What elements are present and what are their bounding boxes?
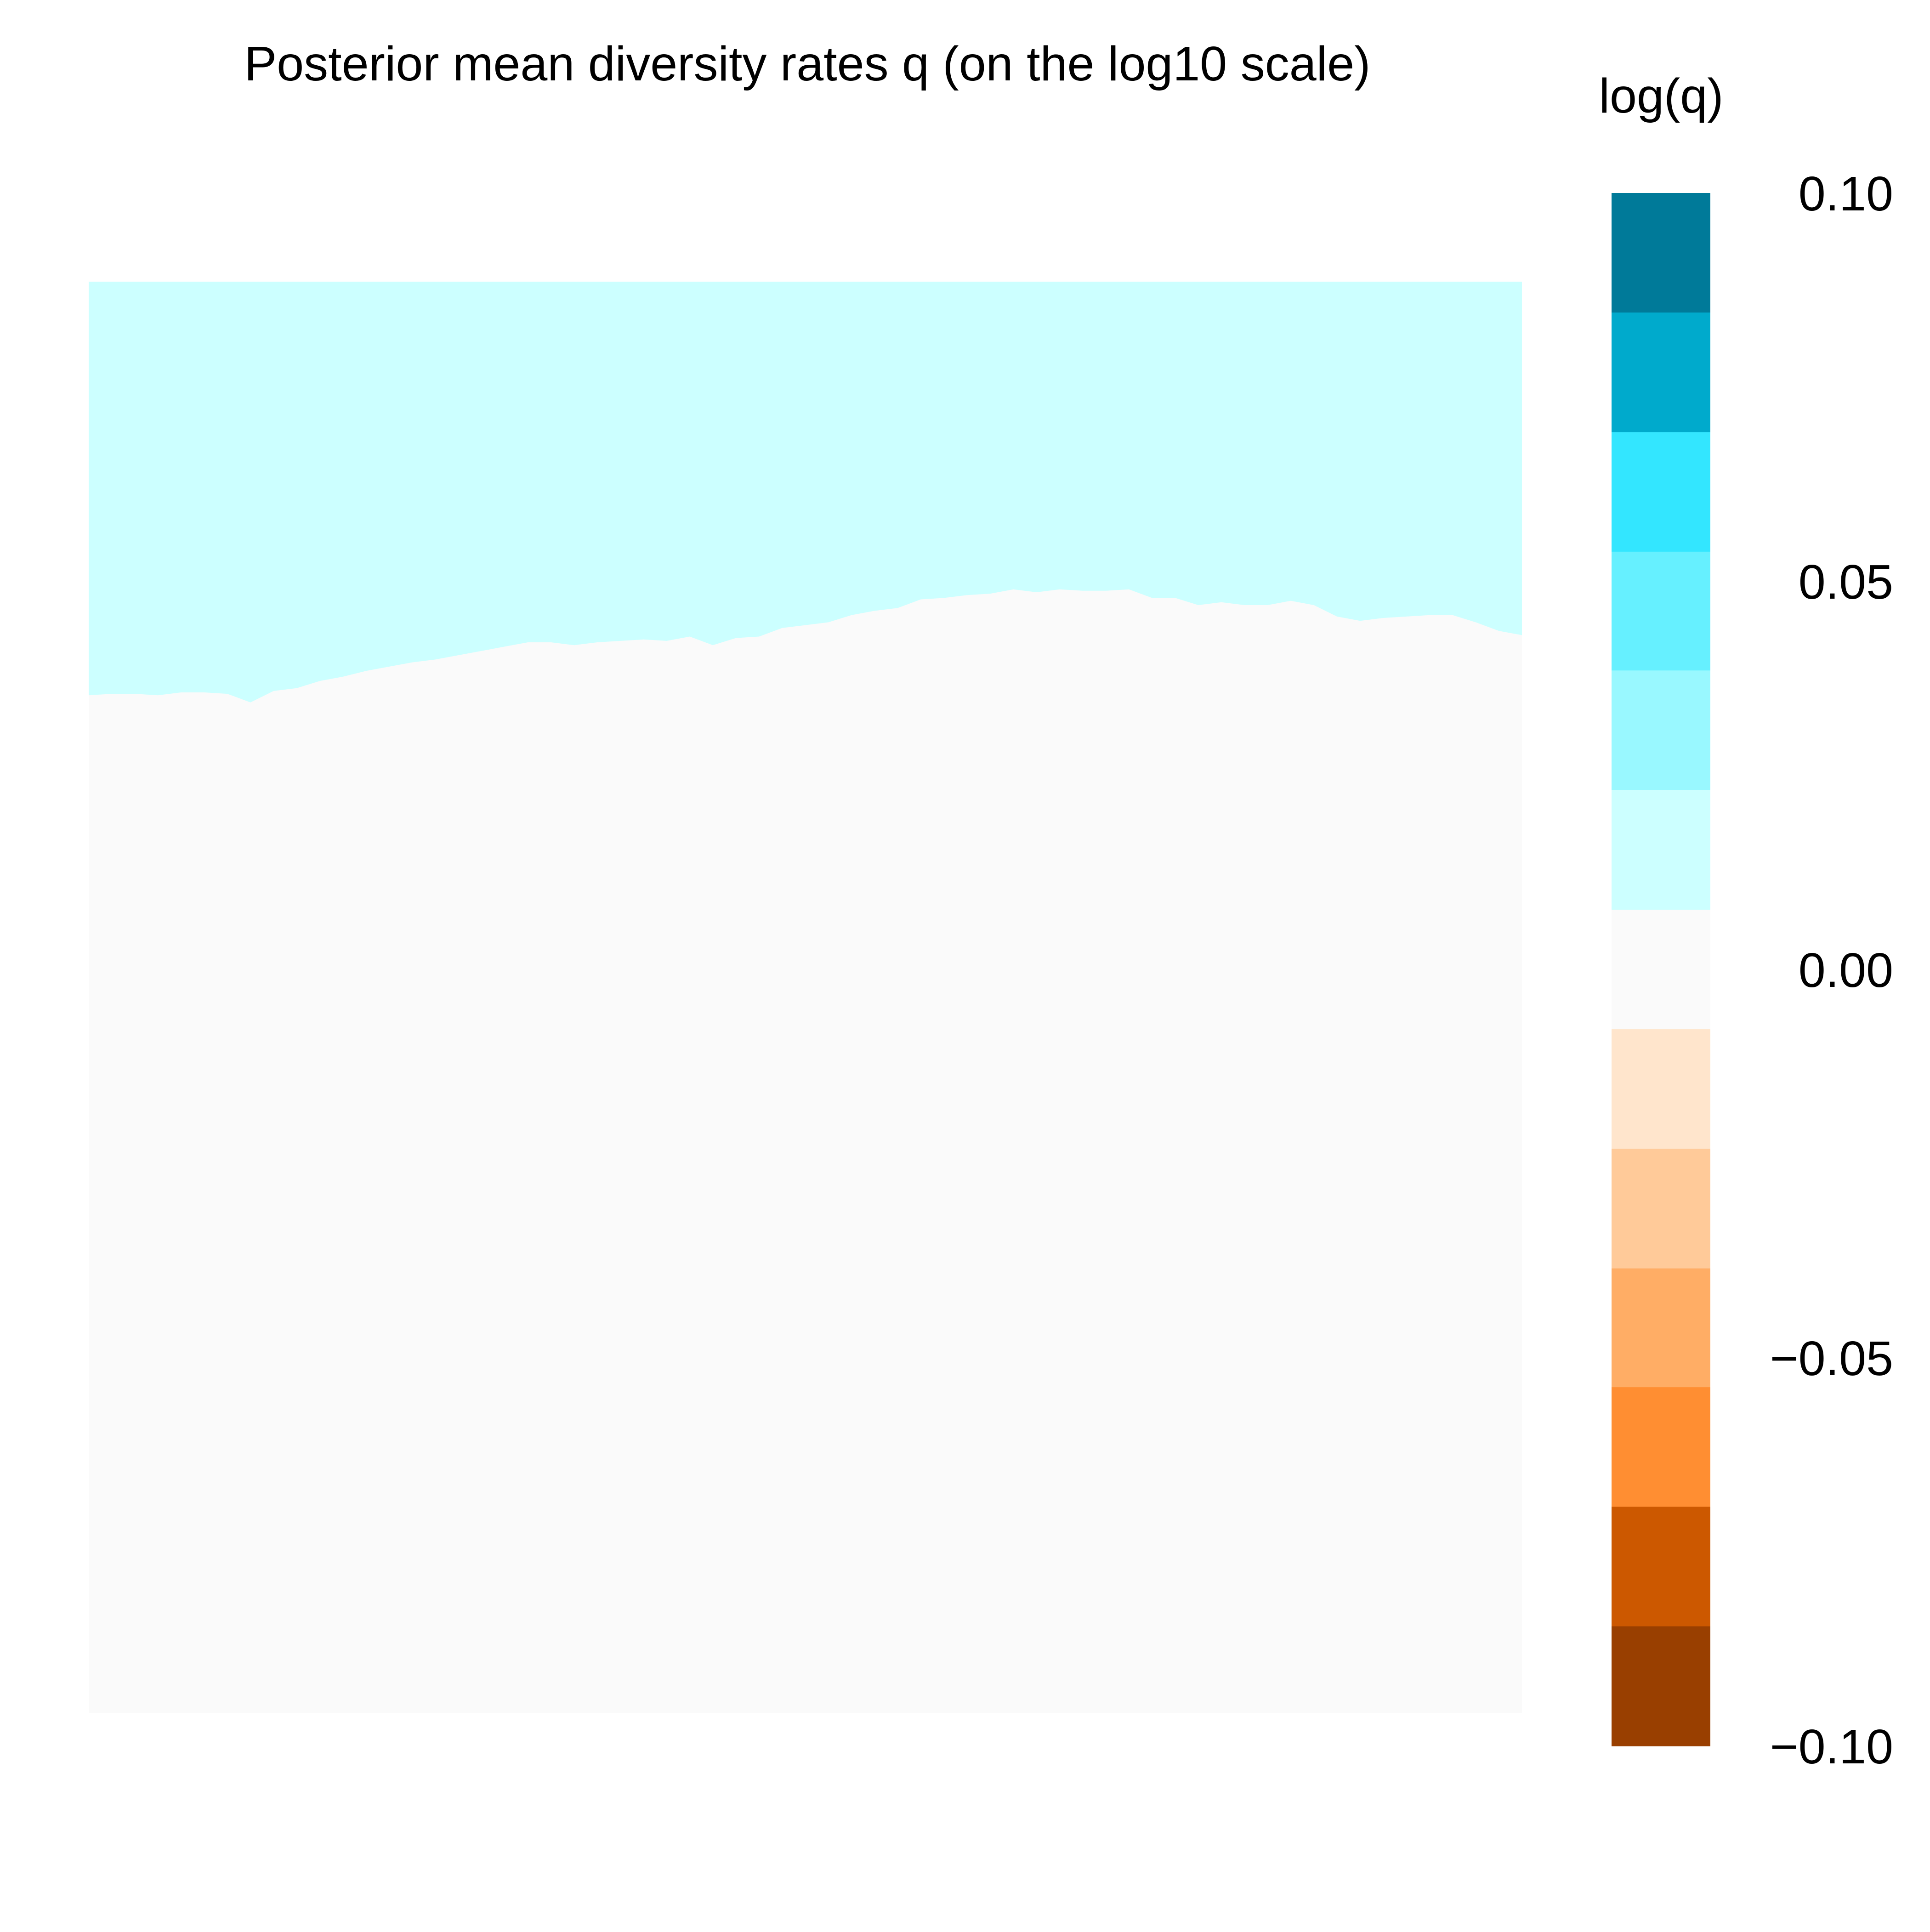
legend-tick-label: 0.10: [1799, 167, 1893, 221]
legend-tick-label: 0.00: [1799, 943, 1893, 997]
legend-title: log(q): [1599, 69, 1723, 123]
legend-bin-12: [1612, 1626, 1710, 1746]
legend-bin-11: [1612, 1507, 1710, 1627]
heatmap-region-upper: [89, 282, 1522, 703]
legend-bin-1: [1612, 312, 1710, 433]
chart-title: Posterior mean diversity rates q (on the…: [244, 37, 1371, 91]
legend-tick-label: −0.05: [1770, 1331, 1893, 1386]
plot-area: [89, 282, 1522, 1713]
legend-bin-10: [1612, 1387, 1710, 1507]
legend-bin-9: [1612, 1268, 1710, 1388]
legend-tick-label: −0.10: [1770, 1720, 1893, 1774]
legend-bin-0: [1612, 193, 1710, 313]
legend-bin-6: [1612, 909, 1710, 1030]
color-legend: log(q) 0.10 0.05 0.00 −0.05 −0.10: [1599, 69, 1893, 1774]
legend-bin-7: [1612, 1029, 1710, 1150]
legend-bin-4: [1612, 670, 1710, 791]
legend-bin-8: [1612, 1149, 1710, 1269]
legend-bin-5: [1612, 790, 1710, 910]
legend-tick-label: 0.05: [1799, 555, 1893, 609]
legend-bin-2: [1612, 432, 1710, 552]
legend-bin-3: [1612, 551, 1710, 671]
